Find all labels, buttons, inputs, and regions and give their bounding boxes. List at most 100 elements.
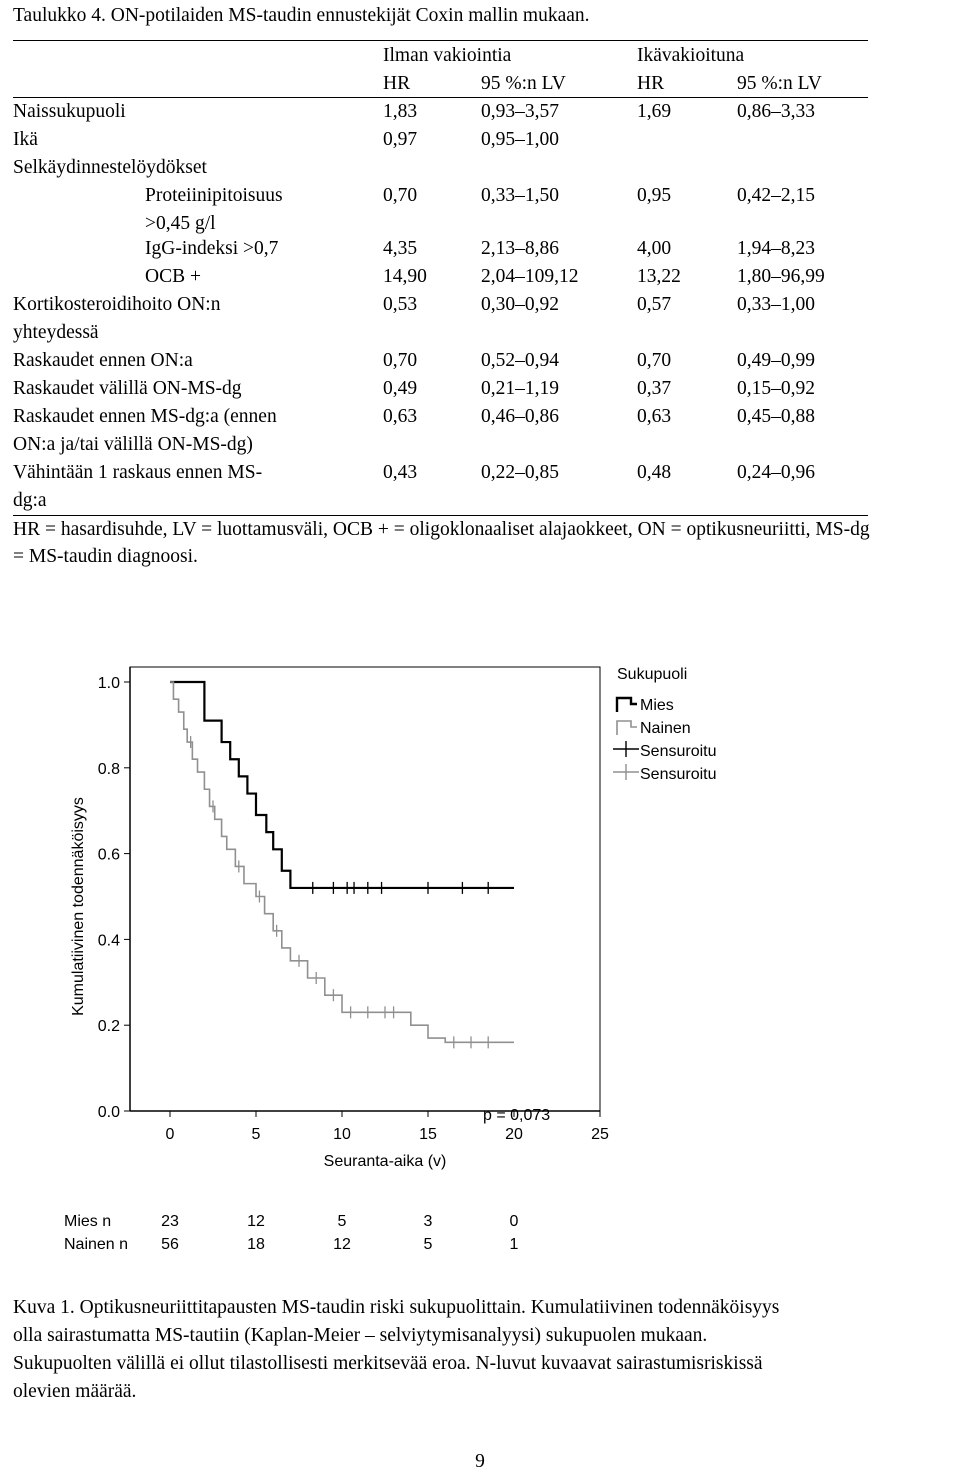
cell-hr2: 0,48 xyxy=(637,462,672,483)
table-header-rule xyxy=(13,97,868,98)
cell-hr2: 1,69 xyxy=(637,101,672,122)
cell-ci2: 0,86–3,33 xyxy=(737,101,815,122)
y-tick-label: 0.6 xyxy=(98,847,120,864)
table-title: Taulukko 4. ON-potilaiden MS-taudin ennu… xyxy=(13,5,590,26)
y-tick-label: 1.0 xyxy=(98,675,120,692)
figure-caption: Kuva 1. Optikusneuriittitapausten MS-tau… xyxy=(13,1294,958,1406)
cell-ci2: 0,33–1,00 xyxy=(737,294,815,315)
cell-hr2: 0,70 xyxy=(637,350,672,371)
risk-table-value: 12 xyxy=(333,1236,351,1253)
row-label: Raskaudet ennen MS-dg:a (ennen xyxy=(13,406,277,427)
cell-ci1: 0,21–1,19 xyxy=(481,378,559,399)
cell-hr1: 0,53 xyxy=(383,294,418,315)
legend-swatch xyxy=(615,696,637,712)
x-tick-label: 25 xyxy=(591,1126,609,1143)
cell-ci2: 0,15–0,92 xyxy=(737,378,815,399)
cell-ci1: 0,95–1,00 xyxy=(481,129,559,150)
cell-hr2: 0,95 xyxy=(637,185,672,206)
table-top-rule xyxy=(13,40,868,41)
cell-hr1: 0,49 xyxy=(383,378,418,399)
cell-ci1: 0,52–0,94 xyxy=(481,350,559,371)
row-label: ON:a ja/tai välillä ON-MS-dg) xyxy=(13,434,253,455)
y-tick-label: 0.0 xyxy=(98,1104,120,1121)
header-ci-unadjusted: 95 %:n LV xyxy=(481,73,566,94)
legend-label: Sensuroitu xyxy=(640,766,717,783)
risk-table-value: 5 xyxy=(424,1236,433,1253)
cell-hr1: 4,35 xyxy=(383,238,418,259)
risk-table-value: 12 xyxy=(247,1213,265,1230)
cell-ci1: 2,04–109,12 xyxy=(481,266,579,287)
legend-label: Nainen xyxy=(640,720,691,737)
row-label: Vähintään 1 raskaus ennen MS- xyxy=(13,462,263,483)
risk-table-value: 23 xyxy=(161,1213,179,1230)
risk-table-value: 3 xyxy=(424,1213,433,1230)
cell-ci2: 0,24–0,96 xyxy=(737,462,815,483)
row-label: Ikä xyxy=(13,129,38,150)
y-axis-label: Kumulatiivinen todennäköisyys xyxy=(70,797,87,1016)
cell-hr1: 0,43 xyxy=(383,462,418,483)
x-tick-label: 0 xyxy=(166,1126,175,1143)
cell-hr2: 0,37 xyxy=(637,378,672,399)
risk-table-value: 56 xyxy=(161,1236,179,1253)
p-value-annotation: p = 0,073 xyxy=(483,1107,550,1124)
cell-ci2: 1,80–96,99 xyxy=(737,266,825,287)
kaplan-meier-chart: 0.0 0.2 0.4 0.6 0.8 1.0 0 5 10 15 20 25 Kumulatiivin… xyxy=(50,655,750,1265)
cell-ci1: 2,13–8,86 xyxy=(481,238,559,259)
cell-hr1: 0,63 xyxy=(383,406,418,427)
cell-ci2: 1,94–8,23 xyxy=(737,238,815,259)
cell-ci1: 0,93–3,57 xyxy=(481,101,559,122)
cell-hr1: 0,70 xyxy=(383,185,418,206)
risk-table-value: 0 xyxy=(510,1213,519,1230)
row-label: IgG-indeksi >0,7 xyxy=(145,238,279,259)
cell-ci1: 0,22–0,85 xyxy=(481,462,559,483)
row-label: Raskaudet ennen ON:a xyxy=(13,350,193,371)
y-tick-label: 0.4 xyxy=(98,932,120,949)
risk-table-value: 5 xyxy=(338,1213,347,1230)
header-adjusted: Ikävakioituna xyxy=(637,45,745,66)
cell-hr1: 0,97 xyxy=(383,129,418,150)
series-line-nainen xyxy=(170,681,514,1044)
legend-title: Sukupuoli xyxy=(617,666,687,683)
y-tick-label: 0.8 xyxy=(98,761,120,778)
caption-line: Kuva 1. Optikusneuriittitapausten MS-tau… xyxy=(13,1297,780,1318)
row-label: >0,45 g/l xyxy=(145,213,216,234)
row-label: yhteydessä xyxy=(13,322,99,343)
y-tick-label: 0.2 xyxy=(98,1018,120,1035)
table-footnote: HR = hasardisuhde, LV = luottamusväli, O… xyxy=(13,519,870,567)
cell-ci2: 0,49–0,99 xyxy=(737,350,815,371)
row-label: Proteiinipitoisuus xyxy=(145,185,283,206)
legend-label: Sensuroitu xyxy=(640,743,717,760)
cell-hr1: 14,90 xyxy=(383,266,427,287)
x-tick-label: 20 xyxy=(505,1126,523,1143)
cell-ci1: 0,46–0,86 xyxy=(481,406,559,427)
cell-hr2: 4,00 xyxy=(637,238,672,259)
cell-hr2: 13,22 xyxy=(637,266,681,287)
risk-table-value: 1 xyxy=(510,1236,519,1253)
row-label: Selkäydinnestelöydökset xyxy=(13,157,207,178)
row-label: Naissukupuoli xyxy=(13,101,126,122)
cell-ci1: 0,30–0,92 xyxy=(481,294,559,315)
table-bottom-rule xyxy=(13,515,868,516)
x-tick-label: 10 xyxy=(333,1126,351,1143)
legend-swatch xyxy=(616,720,637,735)
caption-line: olevien määrää. xyxy=(13,1381,137,1402)
cell-hr1: 0,70 xyxy=(383,350,418,371)
row-label: Kortikosteroidihoito ON:n xyxy=(13,294,221,315)
header-unadjusted: Ilman vakiointia xyxy=(383,45,512,66)
cell-hr1: 1,83 xyxy=(383,101,418,122)
x-axis-label: Seuranta-aika (v) xyxy=(324,1153,447,1170)
x-tick-label: 5 xyxy=(252,1126,261,1143)
page-number: 9 xyxy=(475,1451,485,1472)
cell-ci2: 0,45–0,88 xyxy=(737,406,815,427)
row-label: dg:a xyxy=(13,490,47,511)
header-ci-adjusted: 95 %:n LV xyxy=(737,73,822,94)
caption-line: Sukupuolten välillä ei ollut tilastollis… xyxy=(13,1353,763,1374)
kaplan-meier-svg: 0.00.20.40.60.81.00 5 10 15 20 25Kumulatiivin… xyxy=(64,666,717,1253)
row-label: OCB + xyxy=(145,266,201,287)
cell-ci1: 0,33–1,50 xyxy=(481,185,559,206)
cell-ci2: 0,42–2,15 xyxy=(737,185,815,206)
risk-table-label: Nainen n xyxy=(64,1236,128,1253)
cell-hr2: 0,63 xyxy=(637,406,672,427)
x-tick-label: 15 xyxy=(419,1126,437,1143)
header-hr-unadjusted: HR xyxy=(383,73,411,94)
